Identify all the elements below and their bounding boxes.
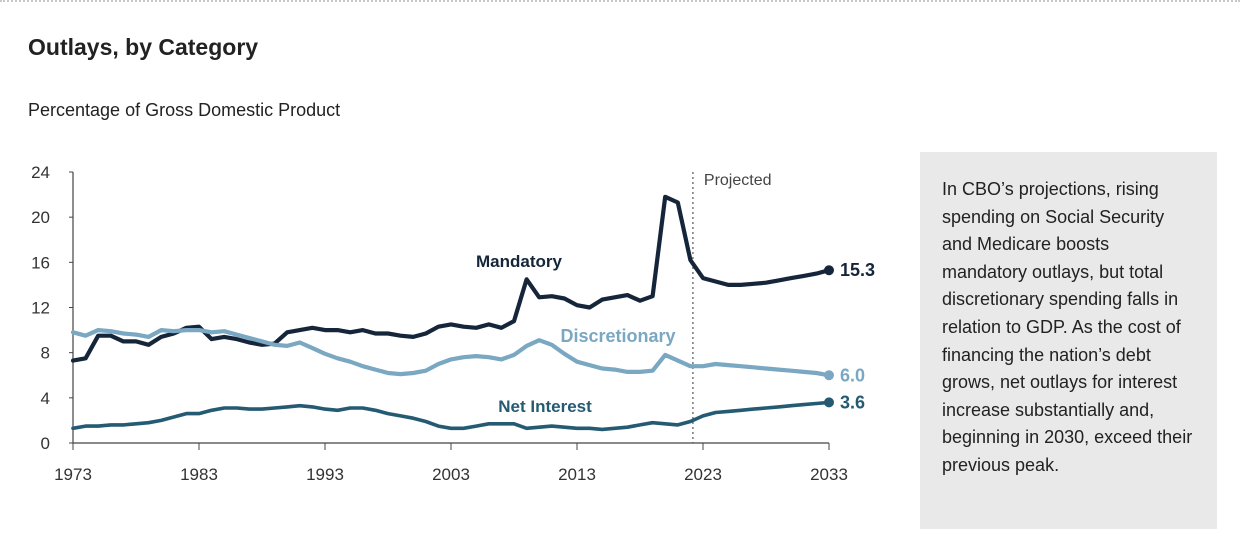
mandatory-line [70,194,832,363]
y-tick-label: 0 [41,434,50,453]
series-layer [70,194,834,432]
net-interest-end-point [824,397,834,408]
x-tick-label: 1993 [306,465,344,484]
net-interest-series-label: Net Interest [498,397,592,416]
explanatory-note-text: In CBO’s projections, rising spending on… [942,179,1193,475]
projection-label: Projected [704,172,772,189]
chart-subtitle: Percentage of Gross Domestic Product [28,100,341,120]
x-tick-label: 1983 [180,465,218,484]
mandatory-end-point [824,265,834,276]
discretionary-end-point [824,370,834,381]
discretionary-series-label: Discretionary [560,326,675,346]
x-tick-label: 2023 [684,465,722,484]
chart-title: Outlays, by Category [28,34,259,60]
y-tick-label: 20 [31,208,50,227]
x-tick-label: 2013 [558,465,596,484]
chart-axes: 0 4 8 12 16 20 24 1973 1983 1993 2003 2013 2023 2033 P… [31,163,848,484]
line-chart: 0 4 8 12 16 20 24 1973 1983 1993 2003 2013 2023 2033 P… [31,163,875,484]
net-interest-end-label: 3.6 [840,392,865,412]
x-tick-label: 2033 [810,465,848,484]
y-tick-label: 12 [31,299,50,318]
y-tick-label: 4 [41,389,50,408]
discretionary-line [70,328,832,378]
labels-layer: 15.3 Mandatory 6.0 Discretionary 3.6 Net Inte… [476,252,875,416]
explanatory-note-box: In CBO’s projections, rising spending on… [920,152,1217,529]
mandatory-end-label: 15.3 [840,260,875,280]
x-tick-label: 2003 [432,465,470,484]
mandatory-series-label: Mandatory [476,252,563,271]
y-tick-label: 8 [41,344,50,363]
y-tick-label: 16 [31,253,50,272]
x-tick-label: 1973 [54,465,92,484]
top-dotted-rule [0,0,1240,2]
net-interest-line [71,400,831,432]
discretionary-end-label: 6.0 [840,365,865,385]
y-tick-label: 24 [31,163,50,182]
